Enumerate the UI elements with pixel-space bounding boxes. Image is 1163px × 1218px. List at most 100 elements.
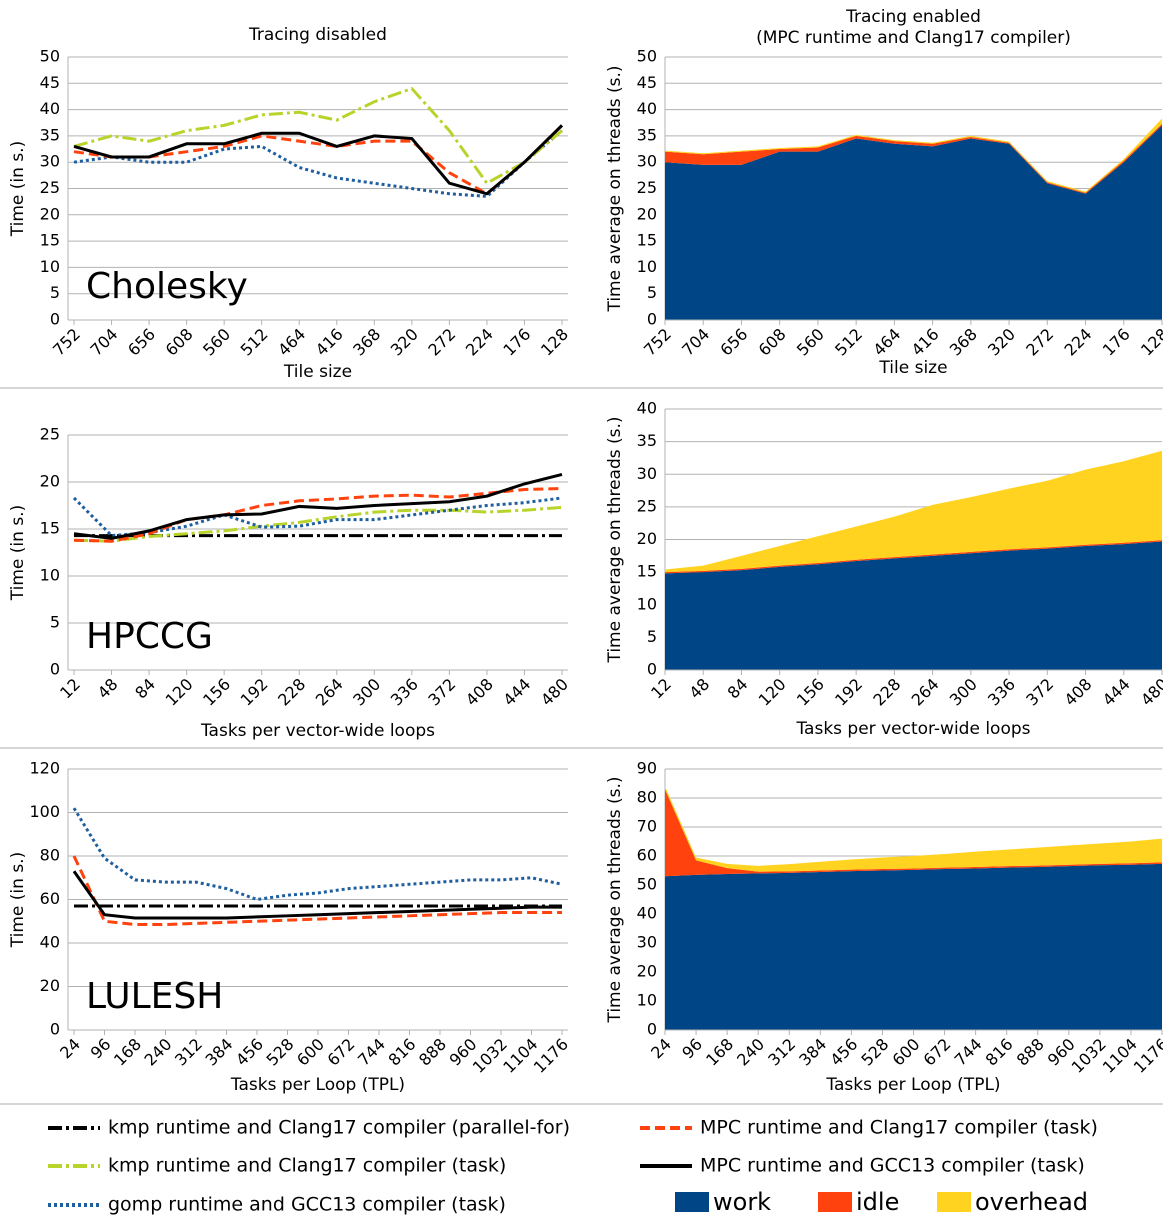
legend-label: MPC runtime and GCC13 compiler (task): [700, 1155, 1085, 1177]
y-tick-label: 45: [40, 73, 60, 92]
x-tick-label: 176: [1099, 325, 1134, 360]
x-axis-label: Tasks per Loop (TPL): [230, 1075, 405, 1095]
x-tick-label: 888: [1013, 1035, 1048, 1070]
y-tick-label: 5: [647, 283, 657, 302]
panel-label: LULESH: [86, 976, 223, 1017]
legend-swatch: [937, 1192, 971, 1212]
x-tick-label: 240: [733, 1035, 768, 1070]
x-tick-label: 600: [293, 1035, 328, 1070]
y-tick-label: 5: [647, 627, 657, 646]
y-tick-label: 40: [637, 99, 657, 118]
y-tick-label: 10: [40, 257, 60, 276]
x-tick-label: 600: [888, 1035, 923, 1070]
legend-label: kmp runtime and Clang17 compiler (task): [108, 1155, 506, 1177]
x-tick-label: 24: [647, 1035, 675, 1063]
x-tick-label: 272: [424, 325, 459, 360]
y-tick-label: 100: [29, 802, 60, 821]
y-tick-label: 5: [50, 283, 60, 302]
x-tick-label: 336: [387, 675, 422, 710]
y-tick-label: 15: [40, 519, 60, 538]
x-tick-label: 816: [384, 1035, 419, 1070]
y-axis-label: Time (in s.): [8, 505, 28, 601]
y-tick-label: 60: [40, 889, 60, 908]
y-tick-label: 0: [647, 660, 657, 679]
y-tick-label: 0: [647, 1020, 657, 1039]
x-tick-label: 12: [56, 675, 84, 703]
x-tick-label: 416: [312, 325, 347, 360]
y-tick-label: 10: [637, 257, 657, 276]
legend-swatch: [675, 1192, 709, 1212]
x-tick-label: 416: [908, 325, 943, 360]
panel-label: Cholesky: [86, 266, 248, 307]
x-tick-label: 656: [716, 325, 751, 360]
x-tick-label: 464: [869, 325, 904, 360]
y-tick-label: 10: [637, 991, 657, 1010]
y-tick-label: 30: [637, 152, 657, 171]
x-tick-label: 240: [140, 1035, 175, 1070]
y-tick-label: 50: [40, 47, 60, 66]
x-tick-label: 120: [162, 675, 197, 710]
x-tick-label: 12: [647, 675, 675, 703]
x-axis-label: Tasks per Loop (TPL): [825, 1075, 1000, 1095]
legend-label: kmp runtime and Clang17 compiler (parall…: [108, 1117, 570, 1139]
series-area: [665, 789, 1162, 877]
x-tick-label: 888: [415, 1035, 450, 1070]
y-tick-label: 30: [40, 152, 60, 171]
x-tick-label: 120: [755, 675, 790, 710]
y-tick-label: 30: [637, 933, 657, 952]
y-tick-label: 5: [50, 613, 60, 632]
x-tick-label: 560: [793, 325, 828, 360]
legend-label: work: [713, 1188, 771, 1216]
y-tick-label: 0: [50, 1020, 60, 1039]
y-tick-label: 10: [637, 594, 657, 613]
y-tick-label: 40: [40, 99, 60, 118]
x-tick-label: 192: [831, 675, 866, 710]
y-tick-label: 15: [637, 562, 657, 581]
x-tick-label: 528: [262, 1035, 297, 1070]
x-tick-label: 176: [499, 325, 534, 360]
x-tick-label: 224: [1061, 325, 1096, 360]
x-tick-label: 480: [1137, 675, 1163, 710]
series-line: [72, 855, 562, 927]
x-tick-label: 480: [537, 675, 572, 710]
y-tick-label: 15: [637, 231, 657, 250]
x-tick-label: 528: [857, 1035, 892, 1070]
x-tick-label: 672: [920, 1035, 955, 1070]
series-line: [73, 124, 564, 196]
series-area: [665, 125, 1162, 320]
series-area: [665, 786, 1162, 872]
y-tick-label: 40: [40, 933, 60, 952]
x-tick-label: 264: [908, 675, 943, 710]
y-tick-label: 20: [40, 472, 60, 491]
x-axis-label: Tile size: [283, 362, 352, 382]
legend-swatch: [818, 1192, 852, 1212]
y-tick-label: 20: [637, 204, 657, 223]
series-line: [72, 807, 563, 902]
chart-title: Tracing disabled: [248, 25, 387, 45]
y-tick-label: 0: [50, 660, 60, 679]
series-line: [73, 86, 563, 186]
y-tick-label: 80: [637, 788, 657, 807]
x-tick-label: 128: [537, 325, 572, 360]
legend-label: overhead: [975, 1188, 1088, 1216]
y-tick-label: 20: [637, 529, 657, 548]
y-tick-label: 90: [637, 759, 657, 778]
y-tick-label: 25: [637, 178, 657, 197]
x-tick-label: 228: [869, 675, 904, 710]
y-axis-label: Time average on threads (s.): [605, 416, 625, 663]
x-tick-label: 384: [795, 1035, 830, 1070]
y-tick-label: 10: [40, 566, 60, 585]
x-tick-label: 384: [201, 1035, 236, 1070]
x-axis-label: Tasks per vector-wide loops: [795, 719, 1030, 739]
chart-title: Tracing enabled: [845, 7, 981, 27]
x-tick-label: 264: [312, 675, 347, 710]
x-tick-label: 312: [171, 1035, 206, 1070]
series-area: [665, 541, 1162, 670]
x-tick-label: 408: [1061, 675, 1096, 710]
x-tick-label: 368: [946, 325, 981, 360]
y-tick-label: 50: [637, 47, 657, 66]
x-tick-label: 156: [793, 675, 828, 710]
series-line: [73, 505, 563, 543]
x-tick-label: 444: [1099, 675, 1134, 710]
